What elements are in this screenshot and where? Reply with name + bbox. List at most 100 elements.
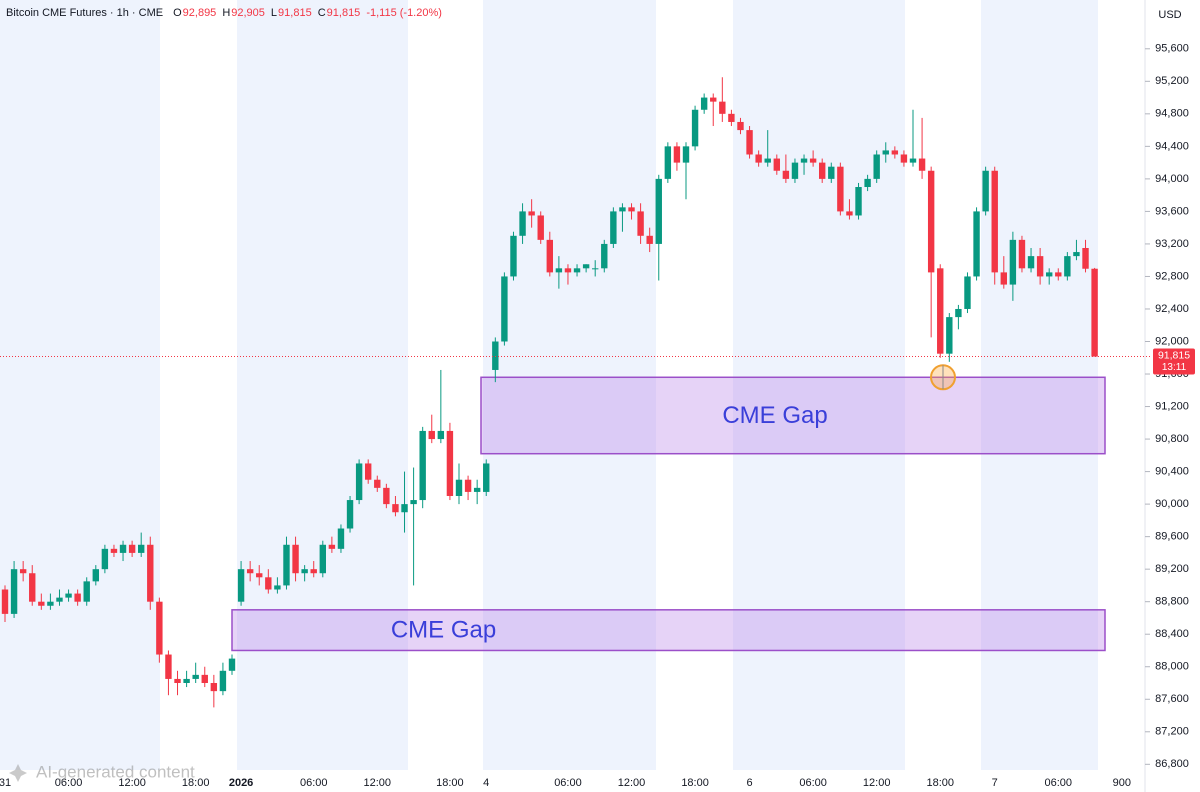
candle-body (582, 264, 590, 269)
candle-body (473, 487, 481, 492)
candle-body (292, 544, 299, 574)
candle-body (1055, 272, 1062, 277)
ohlc-key: L (270, 7, 278, 19)
x-tick-label: 2026 (229, 777, 253, 789)
session-band (981, 0, 1098, 770)
candle-body (573, 268, 581, 273)
candle-body (346, 500, 354, 529)
candle-body (555, 268, 563, 273)
session-band (483, 0, 656, 770)
candle-body (119, 544, 127, 553)
candle-body (65, 593, 72, 598)
x-tick-label: 06:00 (1045, 777, 1073, 789)
gap-zone (231, 609, 1106, 652)
candle-body (691, 109, 699, 147)
ohlc-key: C (317, 7, 326, 19)
last-price-label: 91,815 (1158, 349, 1190, 361)
candle-body (138, 544, 145, 553)
x-tick-label: 900 (1113, 777, 1131, 789)
gap-label: CME Gap (722, 402, 827, 429)
candle-body (601, 243, 608, 269)
y-tick-label: 92,800 (1155, 270, 1189, 282)
candle-body (446, 430, 454, 496)
candle-body (782, 170, 790, 179)
candle-body (819, 162, 826, 179)
candle-body (283, 544, 290, 586)
y-tick-label: 92,400 (1155, 303, 1189, 315)
candle-body (655, 178, 662, 244)
x-tick-label: 12:00 (863, 777, 891, 789)
y-tick-label: 92,000 (1155, 335, 1189, 347)
candle-body (982, 170, 989, 212)
gap-zone (480, 376, 1106, 455)
x-tick-label: 06:00 (300, 777, 328, 789)
y-tick-label: 89,200 (1155, 563, 1189, 575)
candle-body (101, 548, 109, 570)
candle-body (19, 569, 27, 574)
y-tick-label: 95,600 (1155, 43, 1189, 55)
y-tick-label: 90,000 (1155, 498, 1189, 510)
watermark: AI-generated content (36, 762, 195, 781)
candle-body (319, 544, 326, 574)
ohlc-key: H (222, 7, 231, 19)
candle-body (192, 674, 199, 679)
session-band (237, 0, 408, 770)
candle-body (1064, 256, 1071, 277)
ohlc-value: 92,895 (182, 7, 217, 19)
price-change: -1,115 (-1.20%) (366, 7, 442, 19)
session-band (733, 0, 905, 770)
candle-body (256, 573, 263, 578)
y-tick-label: 89,600 (1155, 531, 1189, 543)
x-tick-label: 12:00 (118, 777, 146, 789)
y-tick-label: 94,400 (1155, 140, 1189, 152)
candle-body (610, 211, 617, 244)
currency-label: USD (1158, 9, 1181, 21)
y-tick-label: 88,000 (1155, 661, 1189, 673)
candle-body (973, 211, 980, 277)
y-tick-label: 95,200 (1155, 75, 1189, 87)
candle-body (401, 504, 408, 513)
candle-body (237, 569, 245, 602)
candle-body (337, 528, 345, 549)
candle-body (47, 601, 54, 606)
candle-body (728, 113, 735, 122)
candle-body (174, 678, 181, 683)
candle-body (746, 130, 753, 155)
candle-body (392, 504, 399, 513)
candle-body (791, 162, 799, 179)
candle-body (918, 158, 926, 171)
candle-body (800, 158, 808, 163)
y-tick-label: 91,200 (1155, 400, 1189, 412)
candle-body (1082, 247, 1089, 269)
y-tick-label: 93,600 (1155, 205, 1189, 217)
candle-body (955, 308, 962, 318)
candle-body (501, 276, 508, 342)
y-tick-label: 87,600 (1155, 693, 1189, 705)
candle-body (719, 101, 726, 114)
candle-body (110, 548, 118, 553)
x-tick-label: 18:00 (926, 777, 954, 789)
y-tick-label: 90,400 (1155, 466, 1189, 478)
ohlc-value: 92,905 (231, 7, 265, 19)
candle-body (673, 146, 681, 163)
candle-body (927, 170, 935, 273)
symbol-title: Bitcoin CME Futures · 1h · CME (6, 7, 164, 19)
candle-body (365, 463, 372, 480)
watermark-icon (9, 764, 27, 782)
candle-body (891, 150, 899, 155)
candle-body (265, 577, 272, 590)
candle-body (219, 670, 227, 692)
candle-body (900, 154, 908, 163)
y-tick-label: 87,200 (1155, 726, 1189, 738)
candle-body (773, 158, 780, 171)
candle-body (537, 215, 544, 240)
candle-body (1073, 252, 1080, 257)
y-tick-label: 94,800 (1155, 108, 1189, 120)
candle-body (165, 654, 172, 679)
candle-body (682, 146, 690, 163)
last-price-tag (1153, 348, 1195, 375)
candle-body (483, 463, 490, 492)
ohlc-key: O (173, 7, 182, 19)
candle-body (29, 573, 36, 602)
